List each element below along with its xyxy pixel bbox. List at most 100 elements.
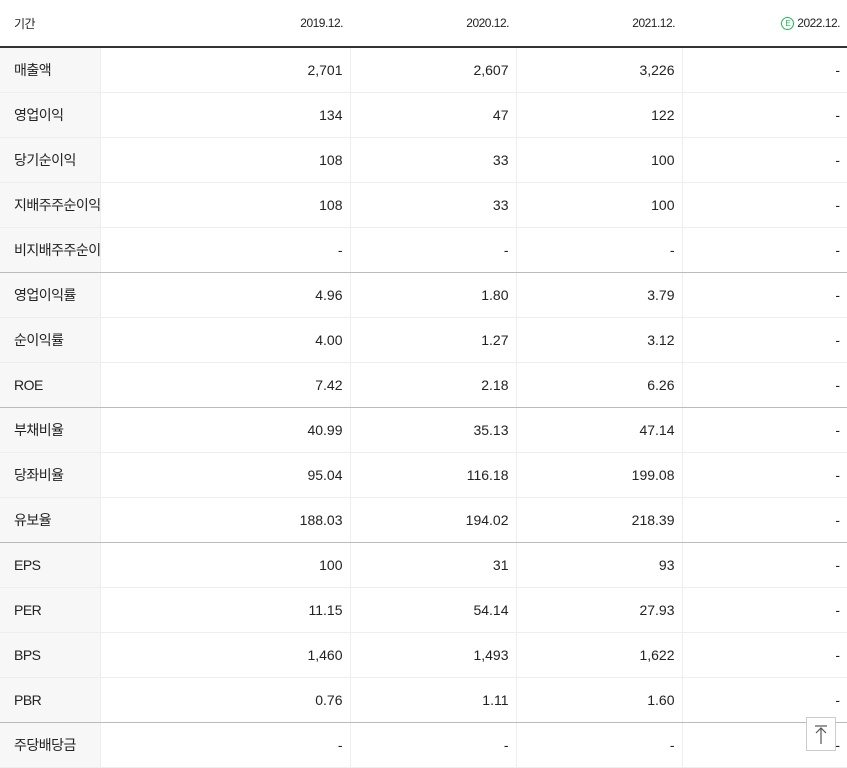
row-label: BPS: [0, 632, 100, 678]
cell: -: [681, 47, 847, 93]
cell: -: [681, 137, 847, 183]
cell: 194.02: [349, 497, 516, 543]
cell: 188.03: [99, 497, 350, 543]
cell: 54.14: [349, 587, 516, 633]
cell: 4.00: [99, 317, 350, 363]
table-row: 당좌비율 95.04 116.18 199.08-: [0, 452, 847, 498]
row-label: PER: [0, 587, 100, 633]
cell: -: [681, 272, 847, 318]
cell: 108: [99, 137, 350, 183]
table-row: 부채비율 40.99 35.13 47.14-: [0, 407, 847, 453]
cell: -: [515, 227, 682, 273]
cell: 1,460: [99, 632, 350, 678]
period-label: 2021.12.: [632, 16, 675, 30]
cell: -: [681, 182, 847, 228]
cell: 199.08: [515, 452, 682, 498]
row-label: 유보율: [0, 497, 100, 543]
row-label: 지배주주순이익: [0, 182, 100, 228]
cell: 35.13: [349, 407, 516, 453]
cell: 33: [349, 182, 516, 228]
cell: -: [681, 497, 847, 543]
cell: 3.79: [515, 272, 682, 318]
cell: -: [681, 632, 847, 678]
cell: 27.93: [515, 587, 682, 633]
table-row: 지배주주순이익 108 33 100-: [0, 182, 847, 228]
table-row: EPS 100 31 93-: [0, 542, 847, 588]
row-label: 영업이익: [0, 92, 100, 138]
header-cell: 기간: [0, 0, 100, 48]
period-label: 2022.12.: [797, 15, 840, 30]
cell: -: [99, 722, 350, 768]
table-row: 순이익률 4.00 1.27 3.12-: [0, 317, 847, 363]
table-header: 기간 2019.12. 2020.12. 2021.12. E 2022.12.: [0, 0, 847, 48]
cell: 2,701: [99, 47, 350, 93]
cell: 33: [349, 137, 516, 183]
cell: -: [515, 722, 682, 768]
estimate-mark: E: [781, 17, 795, 31]
table-row: BPS 1,460 1,493 1,622-: [0, 632, 847, 678]
scroll-top-button[interactable]: [806, 717, 836, 751]
row-label: ROE: [0, 362, 100, 408]
table-row: PBR 0.76 1.11 1.60-: [0, 677, 847, 723]
cell: 7.42: [99, 362, 350, 408]
row-label: EPS: [0, 542, 100, 588]
cell: 47.14: [515, 407, 682, 453]
cell: 2.18: [349, 362, 516, 408]
cell: 218.39: [515, 497, 682, 543]
cell: 100: [515, 182, 682, 228]
cell: 108: [99, 182, 350, 228]
row-label: 당좌비율: [0, 452, 100, 498]
header-cell: 2021.12.: [516, 0, 682, 48]
cell: 1.80: [349, 272, 516, 318]
cell: -: [681, 407, 847, 453]
cell: 1,622: [515, 632, 682, 678]
row-label: PBR: [0, 677, 100, 723]
header-cell: 2020.12.: [350, 0, 516, 48]
cell: -: [349, 227, 516, 273]
cell: 1.11: [349, 677, 516, 723]
cell: 3.12: [515, 317, 682, 363]
period-label: 2020.12.: [466, 16, 509, 30]
cell: 134: [99, 92, 350, 138]
cell: -: [681, 92, 847, 138]
cell: 100: [515, 137, 682, 183]
cell: -: [681, 587, 847, 633]
row-label: 매출액: [0, 47, 100, 93]
cell: 100: [99, 542, 350, 588]
cell: 1.60: [515, 677, 682, 723]
cell: 40.99: [99, 407, 350, 453]
cell: 6.26: [515, 362, 682, 408]
table-body: 매출액 2,701 2,607 3,226- 영업이익 134 47 122- 당기순이익 108…: [0, 47, 847, 768]
cell: 1.27: [349, 317, 516, 363]
cell: -: [349, 722, 516, 768]
row-label: 당기순이익: [0, 137, 100, 183]
table-row: 영업이익 134 47 122-: [0, 92, 847, 138]
cell: -: [681, 317, 847, 363]
cell: 122: [515, 92, 682, 138]
cell: 95.04: [99, 452, 350, 498]
cell: 31: [349, 542, 516, 588]
cell: 4.96: [99, 272, 350, 318]
cell: -: [681, 452, 847, 498]
cell: 1,493: [349, 632, 516, 678]
row-label: 부채비율: [0, 407, 100, 453]
cell: -: [681, 677, 847, 723]
cell: 11.15: [99, 587, 350, 633]
table-row: 영업이익률 4.96 1.80 3.79-: [0, 272, 847, 318]
table-row: 주당배당금 - - - -: [0, 722, 847, 768]
cell: -: [681, 362, 847, 408]
cell: 93: [515, 542, 682, 588]
header-cell: 2019.12.: [100, 0, 350, 48]
cell: -: [681, 542, 847, 588]
cell: 2,607: [349, 47, 516, 93]
cell: 0.76: [99, 677, 350, 723]
cell: 47: [349, 92, 516, 138]
header-cell: E 2022.12.: [682, 0, 847, 48]
table-row: 유보율 188.03 194.02 218.39-: [0, 497, 847, 543]
cell: 116.18: [349, 452, 516, 498]
row-label: 비지배주주순이익: [0, 227, 100, 273]
cell: -: [99, 227, 350, 273]
cell: -: [681, 227, 847, 273]
